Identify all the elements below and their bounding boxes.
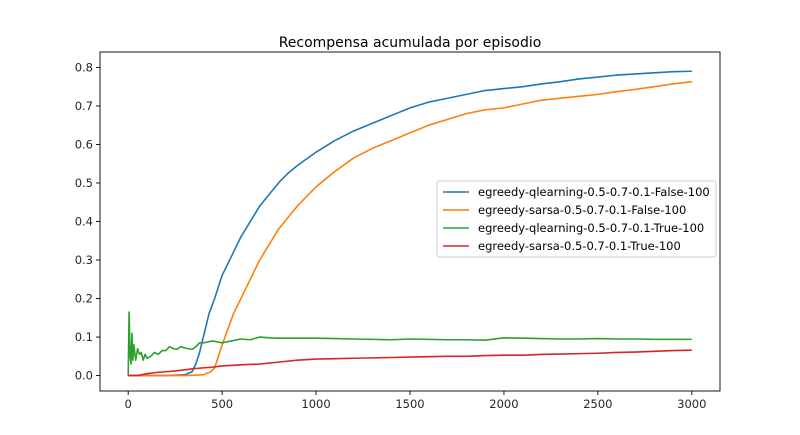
y-tick-label: 0.3 — [75, 253, 93, 267]
plot-area — [127, 70, 692, 377]
series-line-3 — [128, 349, 692, 377]
legend-box — [436, 180, 717, 258]
x-tick-label: 1500 — [395, 397, 424, 411]
series-line-2 — [127, 311, 692, 376]
y-tick-label: 0.4 — [75, 215, 93, 229]
x-tick-label: 500 — [211, 397, 233, 411]
axes: 0 500 1000 1500 2000 2500 3000 0.0 0.1 0.2 0.3 0.4 0… — [75, 51, 721, 411]
legend-label-2: egreedy-qlearning-0.5-0.7-0.1-True-100 — [478, 221, 704, 235]
y-tick-label: 0.0 — [75, 369, 93, 383]
x-tick-label: 3000 — [677, 397, 706, 411]
legend-label-3: egreedy-sarsa-0.5-0.7-0.1-True-100 — [478, 239, 681, 253]
y-tick-label: 0.5 — [75, 176, 93, 190]
x-tick-label: 2000 — [489, 397, 518, 411]
chart-title: Recompensa acumulada por episodio — [279, 35, 542, 51]
y-tick-label: 0.8 — [75, 60, 93, 74]
y-tick-label: 0.7 — [75, 99, 93, 113]
x-tick-label: 0 — [125, 397, 132, 411]
y-tick-label: 0.1 — [75, 330, 93, 344]
x-tick-label: 1000 — [301, 397, 330, 411]
series-line-0 — [128, 70, 692, 377]
x-tick-label: 2500 — [583, 397, 612, 411]
series-line-1 — [128, 80, 692, 377]
legend-label-0: egreedy-qlearning-0.5-0.7-0.1-False-100 — [478, 185, 710, 199]
y-tick-label: 0.2 — [75, 292, 93, 306]
legend: egreedy-qlearning-0.5-0.7-0.1-False-100 e… — [436, 180, 717, 258]
y-tick-label: 0.6 — [75, 137, 93, 151]
legend-label-1: egreedy-sarsa-0.5-0.7-0.1-False-100 — [478, 203, 686, 217]
